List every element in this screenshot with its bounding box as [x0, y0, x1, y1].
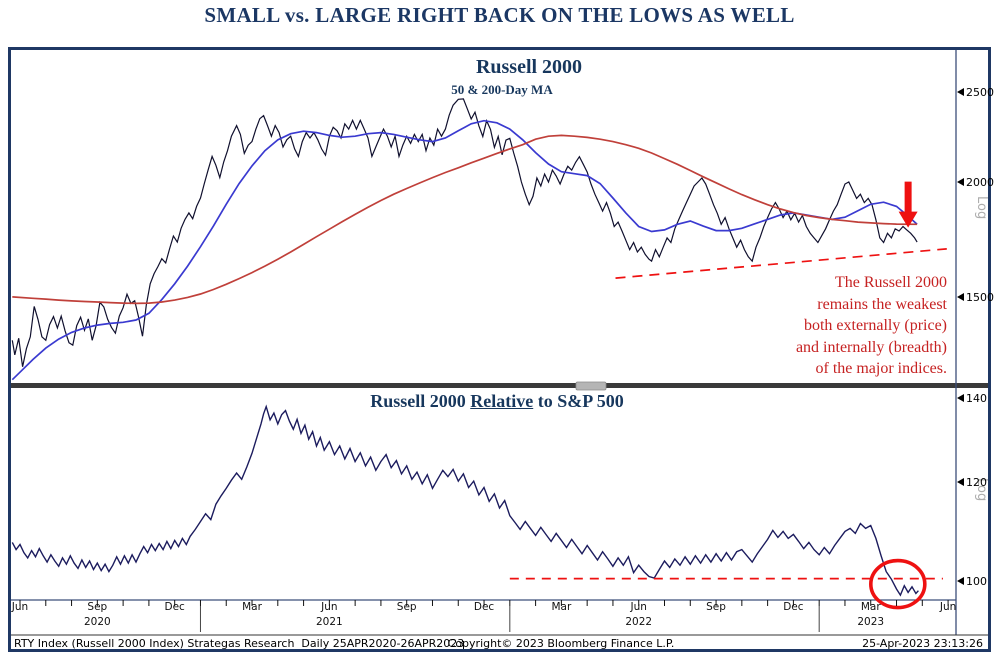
- y-tick-arrow-icon: [957, 88, 964, 97]
- x-axis-month-label: Mar: [242, 601, 262, 613]
- y-axis-tick-label: 120: [966, 475, 987, 489]
- log-scale-label-top: Log: [974, 196, 989, 220]
- y-tick-arrow-icon: [957, 577, 964, 586]
- annotation-line: The Russell 2000: [835, 274, 947, 291]
- footer-copyright-text: Copyright© 2023 Bloomberg Finance L.P.: [447, 637, 675, 650]
- x-axis-month-label: Sep: [87, 601, 108, 613]
- annotation-line: both externally (price): [803, 317, 947, 334]
- x-axis-month-label: Jun: [630, 601, 647, 613]
- annotation-text-block: The Russell 2000 remains the weakest bot…: [610, 272, 947, 380]
- y-axis-tick-label: 140: [966, 391, 987, 405]
- x-axis-month-label: Jun: [11, 601, 29, 613]
- footer-timestamp: 25-Apr-2023 23:13:26: [862, 637, 983, 650]
- highlight-circle: [869, 558, 927, 610]
- down-arrow-icon: [898, 181, 918, 228]
- y-axis-tick-label: 2500: [966, 85, 994, 99]
- bottom-title-suffix: to S&P 500: [533, 391, 624, 411]
- annotation-line: of the major indices.: [815, 360, 947, 377]
- x-axis-year-label: 2021: [315, 616, 343, 628]
- x-axis-month-label: Sep: [396, 601, 417, 613]
- panel-splitter-grip: [575, 381, 607, 391]
- x-axis-year-label: 2023: [857, 616, 885, 628]
- annotation-line: and internally (breadth): [795, 338, 947, 356]
- x-axis-month-label: Jun: [939, 601, 957, 613]
- panel-divider: [11, 383, 988, 388]
- ratio-line: [11, 404, 919, 597]
- bloomberg-chart-panel: Russell 2000 50 & 200-Day MA Russell 200…: [8, 47, 994, 652]
- x-axis-month-label: Dec: [783, 601, 804, 613]
- price-line: [11, 98, 918, 367]
- bottom-title-underlined-word: Relative: [470, 391, 534, 411]
- page-title: SMALL vs. LARGE RIGHT BACK ON THE LOWS A…: [204, 3, 795, 27]
- bottom-chart-title: Russell 2000 Relative to S&P 500: [297, 391, 697, 412]
- y-tick-arrow-icon: [957, 293, 964, 302]
- x-axis-month-label: Jun: [321, 601, 338, 613]
- y-tick-arrow-icon: [957, 178, 964, 186]
- top-chart-title: Russell 2000: [475, 56, 583, 78]
- x-axis-month-label: Dec: [164, 601, 185, 613]
- ma200-line: [12, 134, 918, 305]
- y-axis-tick-label: 100: [966, 574, 987, 588]
- chart-footer: RTY Index (Russell 2000 Index) Strategas…: [11, 637, 988, 650]
- y-tick-arrow-icon: [957, 478, 964, 486]
- y-axis-tick-label: 1500: [966, 290, 994, 304]
- top-chart-subtitle: 50 & 200-Day MA: [451, 82, 553, 97]
- y-axis-tick-label: 2000: [966, 175, 994, 189]
- x-axis-month-label: Sep: [706, 601, 726, 613]
- x-axis-month-label: Dec: [473, 601, 495, 613]
- chart-canvas: [11, 50, 988, 636]
- x-axis-month-label: Mar: [860, 601, 881, 613]
- x-axis-year-label: 2022: [625, 616, 653, 628]
- bottom-title-prefix: Russell 2000: [370, 391, 471, 411]
- x-axis-year-label: 2020: [83, 616, 111, 628]
- support-trendline-dashed: [615, 248, 947, 279]
- x-axis-month-label: Mar: [551, 601, 572, 613]
- annotation-line: remains the weakest: [817, 295, 947, 313]
- footer-source-text: RTY Index (Russell 2000 Index) Strategas…: [14, 637, 465, 650]
- y-tick-arrow-icon: [957, 394, 964, 402]
